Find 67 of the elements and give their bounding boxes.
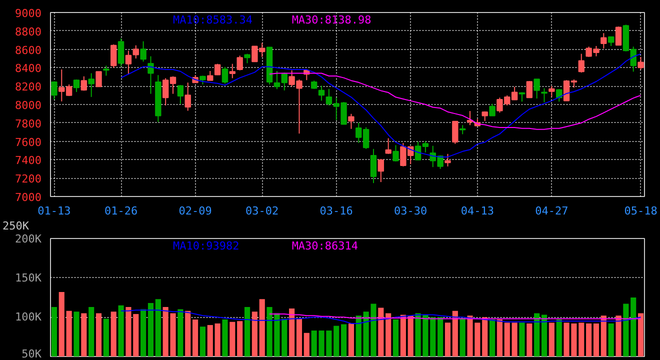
x-tick-label: 05-18 (624, 204, 658, 218)
text: MA10:8583.34 (173, 14, 253, 26)
candlestick (385, 138, 392, 154)
text: MA30:86314 (292, 240, 358, 252)
candlestick (103, 65, 110, 76)
candlestick (140, 40, 146, 62)
candlestick (51, 80, 58, 100)
x-tick-label: 01-26 (104, 204, 138, 218)
x-tick-label: 04-27 (535, 204, 568, 218)
y-tick-label: 9000 (15, 7, 42, 20)
candlestick (214, 63, 221, 76)
candlestick (526, 80, 533, 98)
candlestick (638, 56, 644, 70)
y-tick-label: 100K (15, 310, 42, 324)
y-tick-label: 8200 (15, 80, 42, 94)
candlestick (148, 56, 154, 94)
y-tick-label: 150K (15, 271, 42, 284)
y-tick-label: 7400 (15, 154, 42, 168)
candlestick (378, 158, 384, 183)
x-tick-label: 03-30 (394, 204, 428, 218)
y-tick-label: 8800 (15, 25, 42, 38)
y-tick-label: 8000 (15, 99, 42, 112)
candlestick (600, 32, 607, 49)
candlestick (96, 71, 102, 88)
candlestick (132, 44, 139, 59)
y-tick-label: 8400 (15, 62, 42, 76)
y-tick-label: 7000 (15, 191, 42, 204)
y-tick-label: 50K (22, 348, 42, 360)
candlestick (489, 103, 496, 116)
y-tick-label: 7600 (15, 136, 42, 149)
x-tick-label: 03-02 (246, 204, 279, 218)
y-tick-label: 8600 (15, 44, 42, 57)
candlestick (222, 66, 228, 84)
candlestick (110, 44, 117, 68)
candlestick (184, 82, 191, 112)
x-tick-label: 04-13 (460, 204, 494, 218)
y-tick-label: 200K (15, 232, 42, 246)
x-tick-label: 03-16 (320, 204, 353, 218)
x-tick-label: 02-09 (178, 204, 212, 218)
candlestick (318, 85, 325, 102)
candlestick (608, 36, 614, 46)
candlestick (236, 55, 243, 71)
candlestick (615, 26, 622, 46)
candlestick (229, 63, 236, 79)
candlestick (348, 113, 354, 130)
candlestick (578, 53, 584, 74)
candlestick (459, 124, 466, 135)
candlestick (80, 76, 88, 92)
candlestick (125, 50, 132, 75)
text: 250K (2, 220, 30, 232)
candlestick (177, 84, 184, 104)
candlestick (370, 148, 377, 184)
candlestick (444, 153, 451, 167)
text: MA10:93982 (173, 240, 240, 252)
line-series (120, 310, 642, 324)
x-tick-label: 01-13 (38, 204, 71, 218)
candlestick (118, 38, 124, 67)
candlestick (392, 144, 399, 162)
candlestick (73, 78, 80, 92)
candlestick (88, 72, 94, 98)
text: MA30:8138.98 (292, 14, 372, 26)
candlestick (452, 120, 458, 144)
y-tick-label: 7200 (15, 172, 42, 186)
candlestick (548, 86, 555, 98)
candlestick (534, 78, 540, 100)
candlestick (207, 70, 214, 81)
y-tick-label: 7800 (15, 117, 42, 130)
